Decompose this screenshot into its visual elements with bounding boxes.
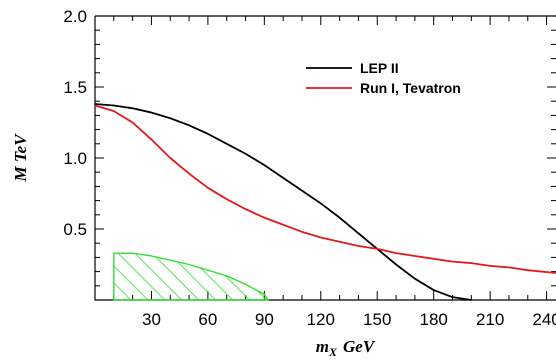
x-tick-label: 60	[198, 310, 217, 329]
x-tick-label: 210	[476, 310, 504, 329]
y-tick-label: 1.5	[63, 78, 87, 97]
x-axis-label-main: m	[316, 337, 329, 356]
excluded-region	[113, 252, 270, 301]
plot-frame	[94, 15, 556, 301]
x-ticks: 30 60 90 120 150 180 210 240	[113, 16, 556, 329]
y-axis-label: M TeV	[11, 133, 30, 183]
x-axis-label-unit: GeV	[343, 337, 376, 356]
x-axis-label-sub: X	[328, 345, 338, 359]
x-tick-label: 150	[363, 310, 391, 329]
x-tick-label: 240	[532, 310, 556, 329]
x-tick-label: 180	[420, 310, 448, 329]
series-line-0	[94, 103, 472, 301]
legend: LEP II Run I, Tevatron	[306, 60, 461, 96]
y-tick-label: 1.0	[63, 149, 87, 168]
x-tick-label: 90	[255, 310, 274, 329]
y-tick-label: 0.5	[63, 220, 87, 239]
series-line-1	[94, 104, 556, 274]
legend-label-0: LEP II	[360, 60, 399, 76]
x-tick-label: 120	[307, 310, 335, 329]
excluded-region-area	[113, 252, 270, 301]
y-tick-label: 2.0	[63, 7, 87, 26]
x-tick-label: 30	[142, 310, 161, 329]
y-ticks: 0.5 1.0 1.5 2.0	[63, 7, 556, 301]
series-lines	[94, 103, 556, 301]
axis-frame	[94, 15, 556, 301]
x-axis-label: mX GeV	[316, 337, 376, 359]
legend-label-1: Run I, Tevatron	[360, 80, 461, 96]
